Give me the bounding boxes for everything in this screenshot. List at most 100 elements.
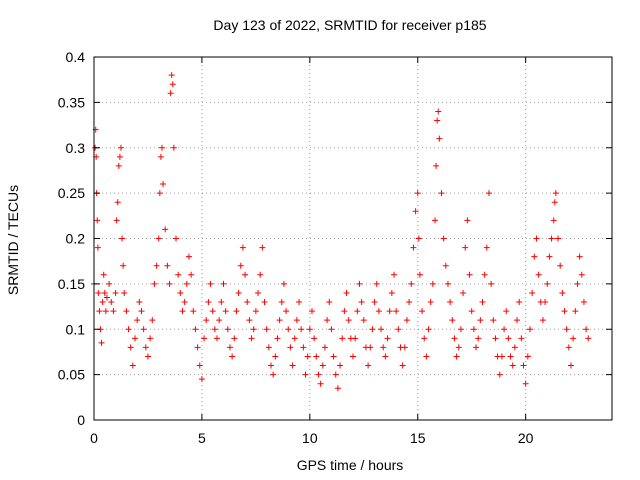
data-point [102, 308, 109, 315]
y-tick-label: 0.15 [58, 276, 85, 292]
data-point [147, 335, 154, 342]
data-point [433, 162, 440, 169]
data-point [120, 262, 127, 269]
y-tick-label: 0.35 [58, 94, 85, 110]
data-point [278, 299, 285, 306]
data-point [432, 217, 439, 224]
chart-title: Day 123 of 2022, SRMTID for receiver p18… [213, 17, 486, 33]
data-point [447, 299, 454, 306]
data-point [555, 235, 562, 242]
data-point [561, 308, 568, 315]
data-point [419, 308, 426, 315]
data-point [529, 289, 536, 296]
data-point [378, 326, 385, 333]
data-point [255, 289, 262, 296]
data-point [539, 317, 546, 324]
data-point [158, 144, 165, 151]
data-point [248, 335, 255, 342]
data-point [123, 308, 130, 315]
data-point [119, 235, 126, 242]
data-point [226, 344, 233, 351]
data-point [559, 289, 566, 296]
data-point [382, 353, 389, 360]
data-point [485, 190, 492, 197]
data-point [99, 299, 106, 306]
data-point [583, 326, 590, 333]
data-point [207, 280, 214, 287]
data-point [205, 299, 212, 306]
x-tick-label: 0 [90, 430, 98, 446]
x-tick-label: 15 [410, 430, 426, 446]
data-point [466, 271, 473, 278]
data-point [308, 308, 315, 315]
data-point [516, 299, 523, 306]
axis-ticks: 0 0.05 0.1 0.15 0.2 0.25 0.3 0.35 0.4 0 5 10 15 20 [58, 49, 612, 446]
data-point [460, 289, 467, 296]
y-tick-label: 0.4 [66, 49, 86, 65]
data-point [167, 90, 174, 97]
data-point [391, 271, 398, 278]
data-point [185, 253, 192, 260]
data-point [360, 317, 367, 324]
data-point [293, 317, 300, 324]
data-point [132, 335, 139, 342]
data-point [427, 299, 434, 306]
data-point [449, 317, 456, 324]
data-point [313, 353, 320, 360]
data-point [166, 280, 173, 287]
data-point [168, 72, 175, 79]
data-point [429, 280, 436, 287]
data-point [164, 262, 171, 269]
data-point [183, 280, 190, 287]
data-point [421, 335, 428, 342]
data-point [239, 244, 246, 251]
data-point [567, 362, 574, 369]
data-point [520, 362, 527, 369]
data-point [334, 385, 341, 392]
data-point [115, 162, 122, 169]
data-point [257, 271, 264, 278]
data-point [291, 335, 298, 342]
data-point [198, 376, 205, 383]
data-point [440, 235, 447, 242]
data-point [280, 280, 287, 287]
data-point [557, 262, 564, 269]
data-point [457, 326, 464, 333]
data-point [237, 262, 244, 269]
data-point [298, 326, 305, 333]
data-point [535, 271, 542, 278]
data-point [157, 153, 164, 160]
x-tick-label: 5 [198, 430, 206, 446]
data-point [475, 335, 482, 342]
data-point [114, 199, 121, 206]
data-point [250, 326, 257, 333]
data-point [415, 235, 422, 242]
data-point [306, 326, 313, 333]
data-point [103, 294, 110, 301]
data-point [551, 199, 558, 206]
data-point [434, 117, 441, 124]
data-point [455, 344, 462, 351]
y-tick-label: 0.05 [58, 367, 85, 383]
data-point [406, 299, 413, 306]
data-point [550, 217, 557, 224]
data-point [116, 153, 123, 160]
data-point [442, 262, 449, 269]
data-point [369, 326, 376, 333]
data-point [96, 308, 103, 315]
data-point [196, 362, 203, 369]
data-point [580, 299, 587, 306]
data-point [518, 335, 525, 342]
data-point [315, 371, 322, 378]
y-tick-label: 0.25 [58, 185, 85, 201]
data-point [435, 108, 442, 115]
data-point [169, 81, 176, 88]
data-point [498, 353, 505, 360]
data-point [563, 326, 570, 333]
data-point [444, 280, 451, 287]
data-point [578, 271, 585, 278]
data-point [144, 353, 151, 360]
data-point [188, 271, 195, 278]
data-point [177, 289, 184, 296]
